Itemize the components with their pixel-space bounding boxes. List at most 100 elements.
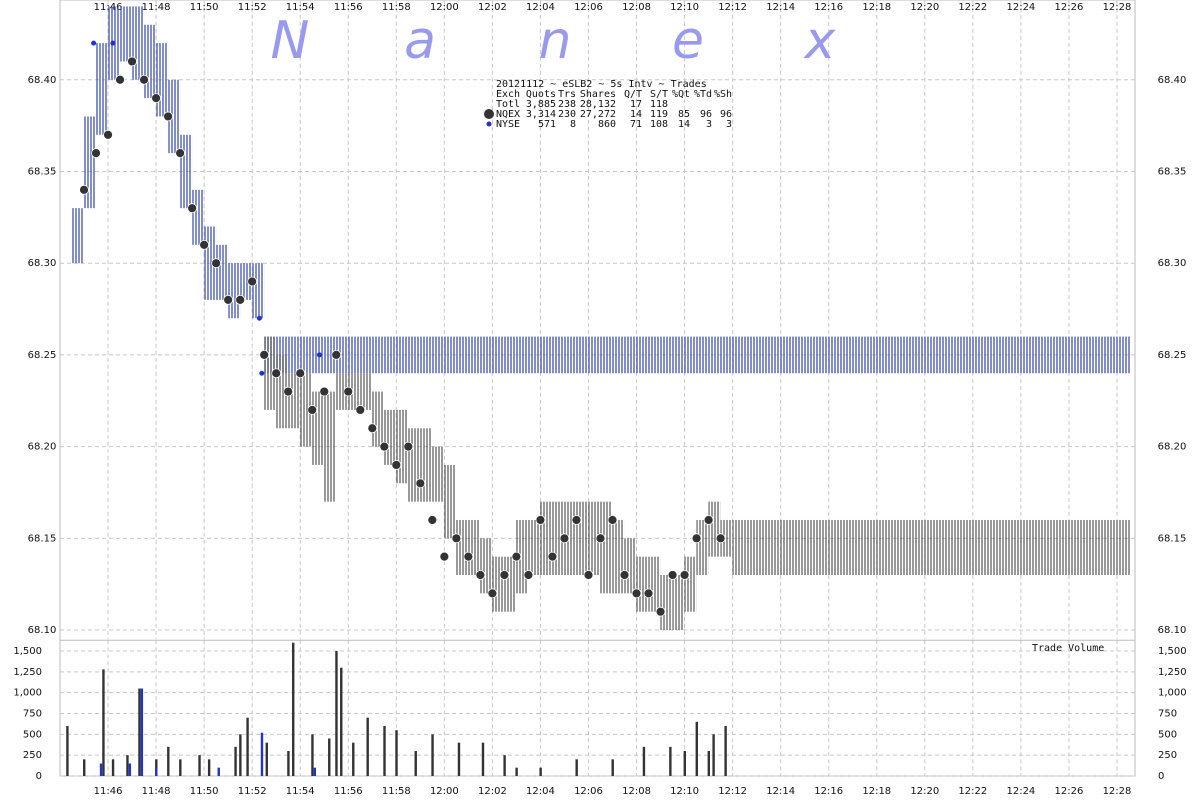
quote-band [636,556,649,612]
x-tick-label: 12:04 [526,786,555,797]
trade-point [427,515,438,525]
quote-band [708,501,721,557]
quote-band [120,6,133,62]
trade-point [211,258,222,269]
y-tick-label-right: 68.15 [1158,533,1187,544]
legend-marker [484,109,494,119]
y-tick-label-right: 68.20 [1158,442,1187,453]
quote-band [360,373,373,410]
stats-cell: 3,314 [526,109,556,120]
volume-bar [128,763,132,776]
trade-point [79,184,89,195]
trade-point [139,74,149,85]
quote-band [528,519,541,576]
volume-bar [287,751,290,776]
x-tick-label: 12:20 [910,2,939,13]
volume-bar [198,755,201,776]
trade-point [163,111,174,122]
stats-cell: 14 [678,119,690,130]
trade-point [463,551,474,562]
trade-point [256,315,262,321]
volume-bar [431,734,434,776]
trade-point [223,294,234,305]
y-tick-label: 68.40 [28,75,57,86]
x-tick-label: 11:48 [142,786,171,797]
y-tick-label-right: 1,250 [1158,667,1187,678]
x-tick-label: 12:26 [1055,786,1084,797]
y-tick-label: 68.30 [28,258,57,269]
volume-bar [313,767,317,776]
stats-cell: 3 [726,119,732,130]
quote-band [300,373,313,447]
x-tick-label: 12:18 [862,2,891,13]
volume-bar [481,742,485,776]
y-tick-label: 1,250 [13,667,42,678]
trade-point [403,441,414,452]
trade-point [607,515,618,525]
x-tick-label: 11:58 [382,2,411,13]
stats-cell: 571 [538,119,556,130]
quote-band [624,538,637,594]
stats-cell: 17 [630,99,642,110]
stats-cell: 85 [678,109,690,120]
volume-bar [155,767,158,776]
y-tick-label: 250 [23,750,42,761]
y-tick-label: 68.10 [28,625,57,636]
stats-cell: NQEX [496,109,520,120]
trade-point [691,533,702,544]
quote-band [612,519,625,594]
trade-point [247,276,258,287]
x-tick-label: 12:14 [766,2,795,13]
quote-band [228,263,241,319]
volume-bar [217,767,220,776]
trade-point [451,533,462,544]
stats-cell: %Td [694,89,712,100]
trade-point [91,148,101,159]
volume-bar [503,755,506,776]
trade-point [295,368,306,379]
x-tick-label: 12:28 [1103,786,1132,797]
x-tick-label: 11:56 [334,2,363,13]
watermark-letter: a [404,11,436,71]
quote-band [348,373,361,410]
trade-point [619,570,630,580]
x-tick-label: 12:00 [430,786,459,797]
y-tick-label: 1,000 [13,688,42,699]
trade-point [271,368,282,379]
trade-point [379,441,390,452]
volume-bar [111,759,115,776]
y-tick-label-right: 0 [1158,771,1164,782]
trade-point [127,56,137,67]
stats-title: 20121112 ~ eSLB2 ~ 5s Intv ~ Trades [496,79,707,90]
quote-band [588,501,601,576]
x-tick-label: 12:08 [622,786,651,797]
y-tick-label-right: 68.40 [1158,75,1187,86]
volume-bar [167,746,170,776]
volume-bar [457,742,461,776]
x-tick-label: 12:12 [718,2,747,13]
stats-cell: 96 [700,109,712,120]
quote-band [288,373,301,429]
stats-cell: Totl [496,99,520,110]
x-tick-label: 12:22 [958,2,987,13]
y-tick-label-right: 68.10 [1158,625,1187,636]
x-tick-label: 12:08 [622,2,651,13]
quote-band [468,519,481,576]
volume-bar [712,734,715,776]
quote-band [660,575,673,631]
quote-band [252,263,265,319]
trade-point [643,588,654,599]
y-tick-label-right: 500 [1158,729,1177,740]
stats-cell: 118 [650,99,668,110]
quote-band [372,391,385,447]
x-tick-label: 11:54 [286,786,315,797]
volume-bar [383,726,386,776]
quote-band [576,501,589,576]
volume-bar [395,730,398,776]
trade-point [559,533,570,544]
y-tick-label: 68.25 [28,350,57,361]
quote-band [96,43,109,135]
trade-point [415,478,426,489]
volume-bar [340,667,343,776]
trade-point [487,588,498,599]
